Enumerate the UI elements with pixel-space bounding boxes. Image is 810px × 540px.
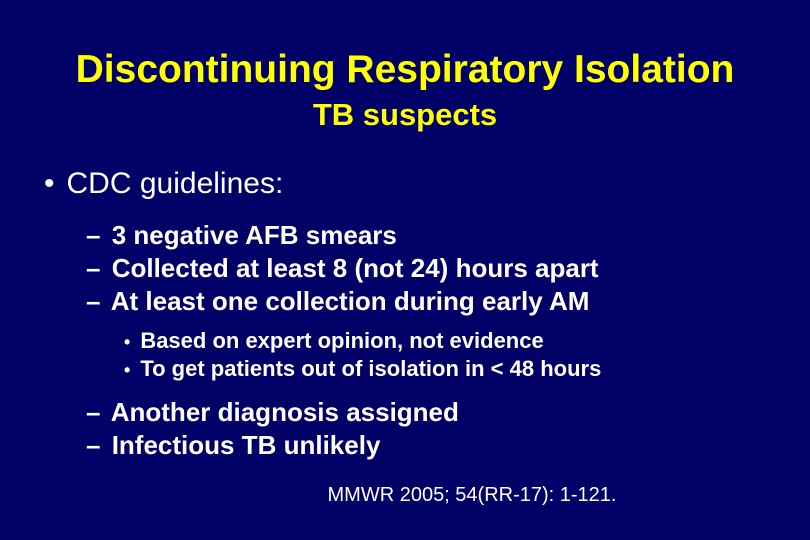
bullet-level1: • CDC guidelines: <box>44 167 780 201</box>
bullet-text: CDC guidelines: <box>67 167 284 200</box>
bullet-text: Another diagnosis assigned <box>111 397 459 427</box>
bullet-dot-icon: • <box>124 332 130 352</box>
bullet-dot-icon: • <box>44 167 55 200</box>
dash-icon: – <box>86 253 100 283</box>
bullet-level2: – Another diagnosis assigned <box>86 396 780 429</box>
dash-icon: – <box>86 397 100 427</box>
slide-title: Discontinuing Respiratory Isolation <box>30 48 780 93</box>
bullet-text: Collected at least 8 (not 24) hours apar… <box>112 253 599 283</box>
bullet-text: To get patients out of isolation in < 48… <box>140 356 601 381</box>
bullet-text: Infectious TB unlikely <box>112 430 381 460</box>
slide-content: • CDC guidelines: – 3 negative AFB smears… <box>30 167 780 508</box>
dash-icon: – <box>86 220 100 250</box>
bullet-text: Based on expert opinion, not evidence <box>140 328 543 353</box>
bullet-level3: • To get patients out of isolation in < 4… <box>124 355 780 384</box>
bullet-level2: – 3 negative AFB smears <box>86 219 780 252</box>
dash-icon: – <box>86 430 100 460</box>
dash-icon: – <box>86 286 100 316</box>
bullet-level3-group: • Based on expert opinion, not evidence •… <box>86 327 780 384</box>
bullet-text: 3 negative AFB smears <box>112 220 397 250</box>
bullet-level3: • Based on expert opinion, not evidence <box>124 327 780 356</box>
bullet-level2: – At least one collection during early A… <box>86 285 780 318</box>
citation-text: MMWR 2005; 54(RR-17): 1-121. <box>44 484 780 507</box>
bullet-dot-icon: • <box>124 360 130 380</box>
bullet-level2: – Infectious TB unlikely <box>86 429 780 462</box>
bullet-level2-group: – 3 negative AFB smears – Collected at l… <box>44 219 780 463</box>
slide: Discontinuing Respiratory Isolation TB s… <box>0 0 810 540</box>
slide-subtitle: TB suspects <box>30 97 780 133</box>
bullet-text: At least one collection during early AM <box>111 286 590 316</box>
bullet-level2: – Collected at least 8 (not 24) hours ap… <box>86 252 780 285</box>
